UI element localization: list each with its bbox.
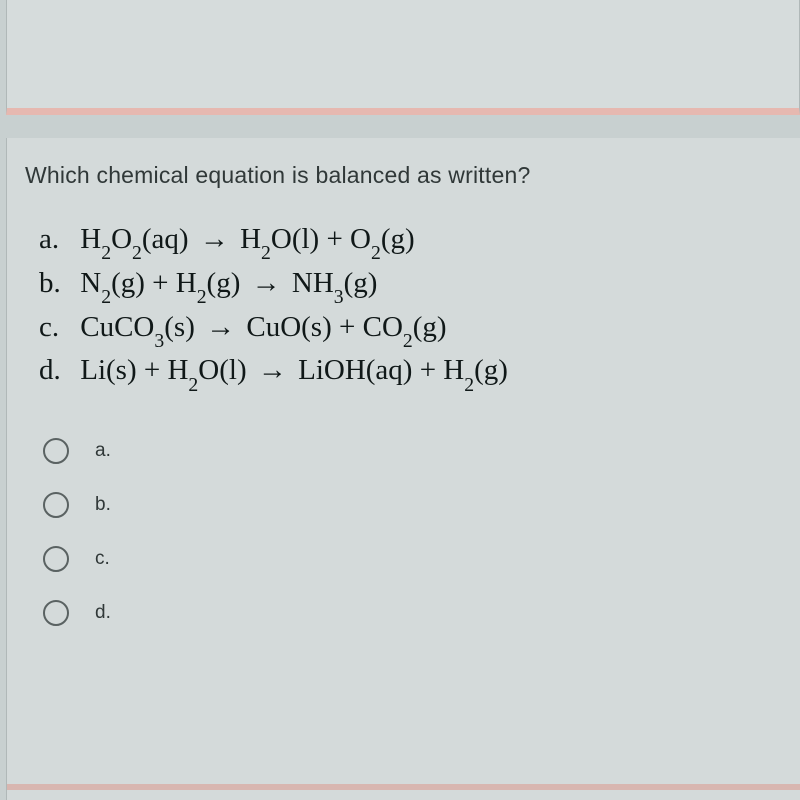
equation-b-rhs: NH3(g) bbox=[292, 267, 378, 299]
radio-icon[interactable] bbox=[43, 546, 69, 572]
arrow-icon: → bbox=[202, 307, 239, 348]
equation-b-lhs: N2(g) + H2(g) bbox=[80, 267, 240, 299]
question-prompt: Which chemical equation is balanced as w… bbox=[25, 162, 782, 189]
radio-icon[interactable] bbox=[43, 438, 69, 464]
arrow-icon: → bbox=[248, 263, 285, 304]
option-b-label: b. bbox=[95, 494, 111, 516]
equation-b-label: b. bbox=[39, 263, 73, 304]
equation-c-lhs: CuCO3(s) bbox=[80, 311, 195, 343]
equation-a-rhs: H2O(l) + O2(g) bbox=[240, 223, 415, 255]
equation-a-lhs: H2O2(aq) bbox=[80, 223, 188, 255]
equation-d-lhs: Li(s) + H2O(l) bbox=[80, 354, 246, 386]
equation-b: b. N2(g) + H2(g) → NH3(g) bbox=[39, 263, 782, 307]
option-d[interactable]: d. bbox=[43, 586, 782, 640]
radio-icon[interactable] bbox=[43, 492, 69, 518]
previous-card-edge bbox=[6, 0, 800, 115]
option-a-label: a. bbox=[95, 440, 111, 462]
arrow-icon: → bbox=[254, 350, 291, 391]
equation-d-label: d. bbox=[39, 350, 73, 391]
card-bottom-divider bbox=[7, 784, 800, 790]
option-c[interactable]: c. bbox=[43, 532, 782, 586]
equation-a: a. H2O2(aq) → H2O(l) + O2(g) bbox=[39, 219, 782, 263]
equation-list: a. H2O2(aq) → H2O(l) + O2(g) b. N2(g) + … bbox=[39, 219, 782, 394]
quiz-page: Which chemical equation is balanced as w… bbox=[0, 0, 800, 800]
equation-d: d. Li(s) + H2O(l) → LiOH(aq) + H2(g) bbox=[39, 350, 782, 394]
option-d-label: d. bbox=[95, 602, 111, 624]
equation-c-rhs: CuO(s) + CO2(g) bbox=[246, 311, 446, 343]
option-c-label: c. bbox=[95, 548, 110, 570]
arrow-icon: → bbox=[196, 219, 233, 260]
answer-options: a. b. c. d. bbox=[43, 424, 782, 640]
equation-c-label: c. bbox=[39, 307, 73, 348]
option-a[interactable]: a. bbox=[43, 424, 782, 478]
equation-d-rhs: LiOH(aq) + H2(g) bbox=[298, 354, 508, 386]
question-card: Which chemical equation is balanced as w… bbox=[6, 138, 800, 800]
radio-icon[interactable] bbox=[43, 600, 69, 626]
equation-a-label: a. bbox=[39, 219, 73, 260]
option-b[interactable]: b. bbox=[43, 478, 782, 532]
equation-c: c. CuCO3(s) → CuO(s) + CO2(g) bbox=[39, 307, 782, 351]
